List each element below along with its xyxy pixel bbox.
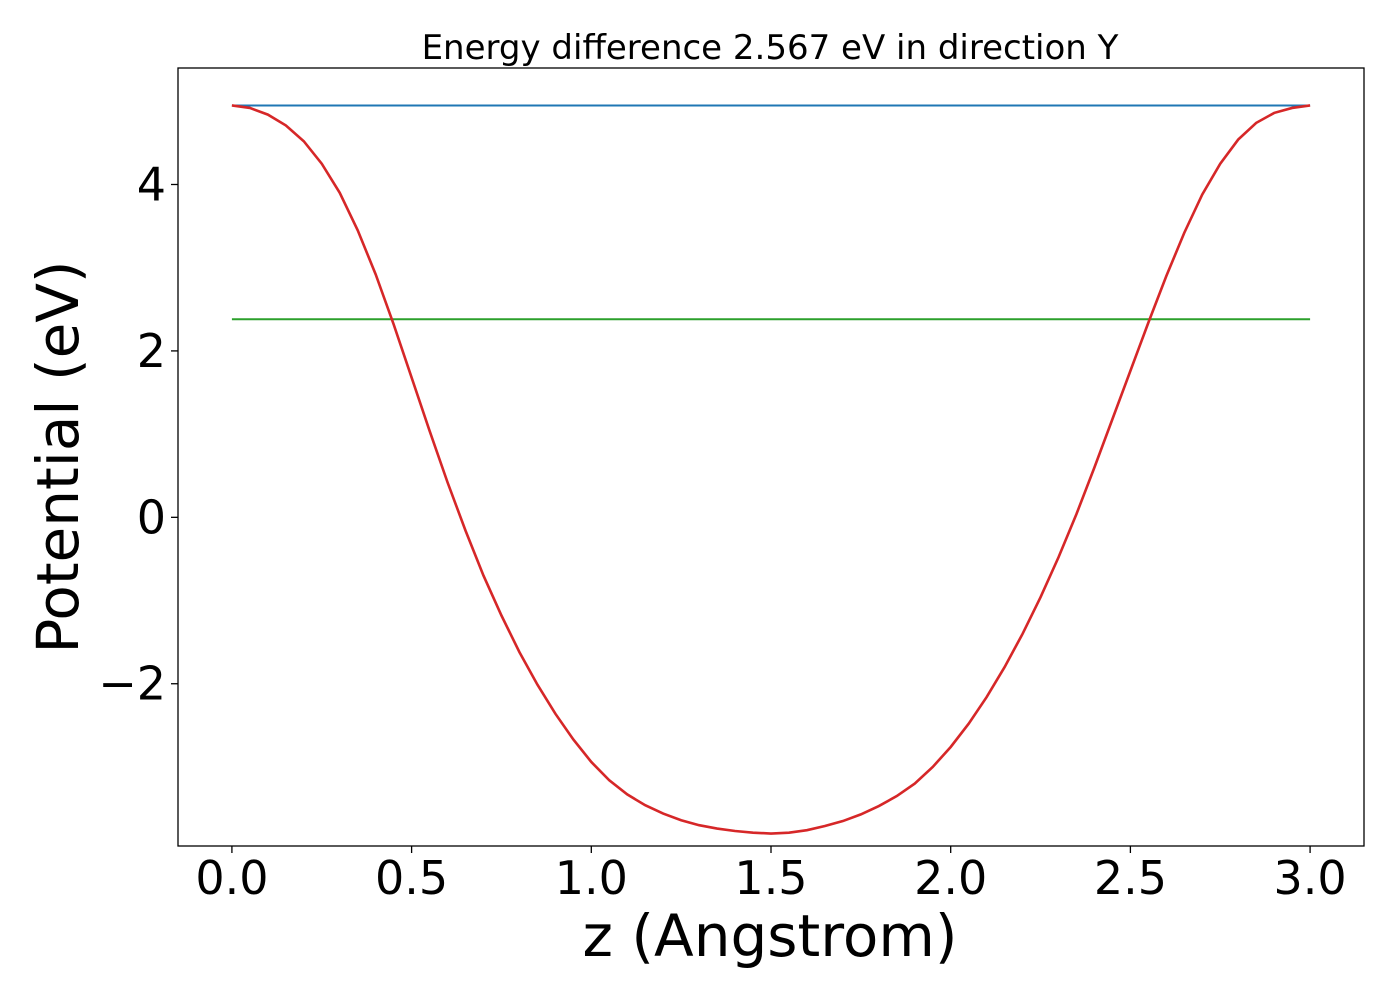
- y-tick-label: 4: [137, 157, 166, 211]
- x-tick-label: 0.0: [195, 851, 268, 905]
- x-tick-label: 1.5: [734, 851, 807, 905]
- chart-title: Energy difference 2.567 eV in direction …: [422, 28, 1119, 68]
- x-axis-label: z (Angstrom): [583, 902, 958, 970]
- x-tick-label: 1.0: [555, 851, 628, 905]
- x-axis-ticks: 0.0 0.5 1.0 1.5 2.0 2.5 3.0: [195, 846, 1347, 905]
- y-tick-label: 0: [137, 490, 166, 544]
- x-tick-label: 3.0: [1274, 851, 1347, 905]
- y-axis-ticks: −2 0 2 4: [98, 157, 178, 711]
- y-tick-label: −2: [98, 657, 166, 711]
- series-layer: [231, 104, 1311, 835]
- series-line-3: [231, 104, 1311, 835]
- x-tick-label: 0.5: [375, 851, 448, 905]
- x-tick-label: 2.0: [914, 851, 987, 905]
- plot-area-frame: [177, 67, 1365, 847]
- y-axis-label: Potential (eV): [24, 260, 92, 653]
- x-tick-label: 2.5: [1094, 851, 1167, 905]
- y-tick-label: 2: [137, 324, 166, 378]
